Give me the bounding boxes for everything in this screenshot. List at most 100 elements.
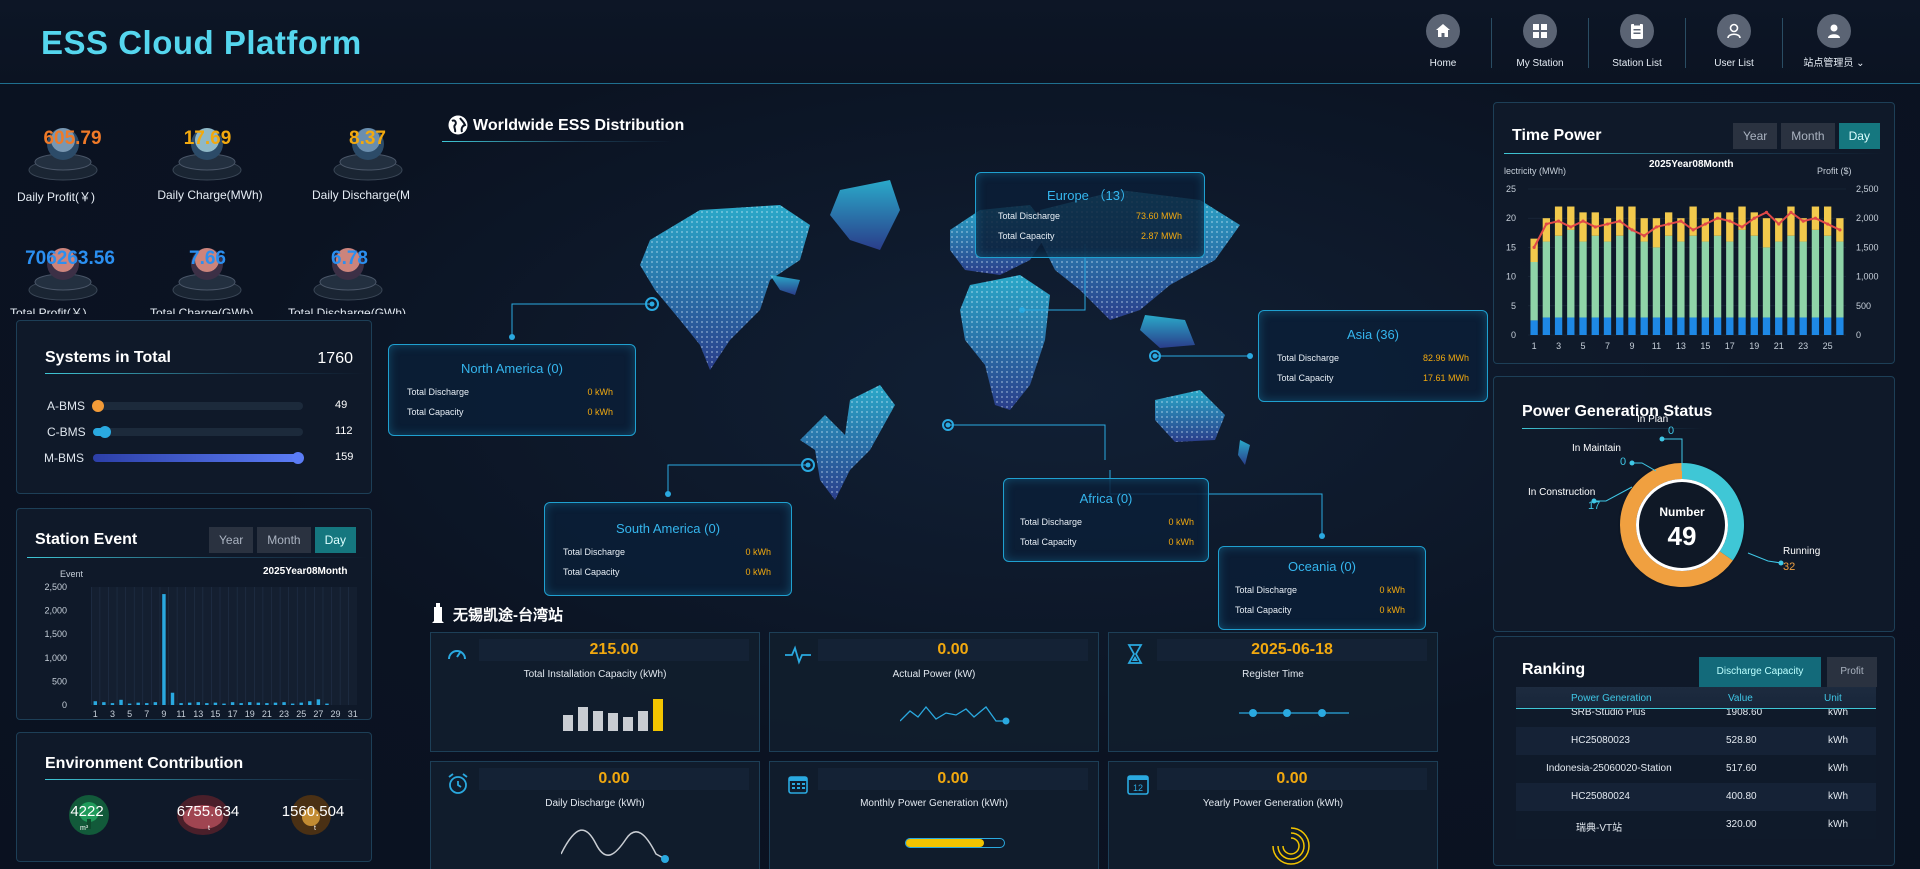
table-row[interactable]: HC25080024 400.80 kWh (1516, 783, 1876, 811)
nav-home[interactable]: Home (1403, 14, 1483, 69)
y2-tick-label: 2,000 (1856, 213, 1879, 223)
chart-subtitle: 2025Year08Month (263, 566, 348, 577)
tab-year[interactable]: Year (1733, 123, 1778, 149)
bar (1677, 241, 1685, 318)
axis-label: lectricity (MWh) (1504, 166, 1566, 176)
map-title: Worldwide ESS Distribution (473, 117, 685, 134)
cell-value: 1908.60 (1726, 709, 1763, 718)
tab-day[interactable]: Day (1838, 123, 1880, 149)
cell-value: 517.60 (1726, 763, 1757, 774)
bar (273, 702, 278, 705)
nav-my-station[interactable]: My Station (1500, 14, 1580, 69)
region-africa[interactable]: Africa (0) Total Discharge 0 kWh Total C… (1003, 478, 1209, 562)
table-row[interactable]: HC25080023 528.80 kWh (1516, 727, 1876, 755)
bar (1811, 317, 1820, 335)
grid-line (236, 587, 238, 705)
tab-month[interactable]: Month (257, 527, 311, 553)
region-label: Total Capacity (998, 231, 1055, 241)
mini-pulse (900, 705, 1010, 725)
tab-year[interactable]: Year (209, 527, 254, 553)
bar (153, 702, 158, 705)
table-row[interactable]: Indonesia-25060020-Station 517.60 kWh (1516, 755, 1876, 783)
region-name: Oceania (1288, 559, 1337, 574)
nav-label: Station List (1612, 58, 1662, 69)
kpi-value: 17.69 (183, 128, 232, 149)
tower-icon (432, 602, 444, 624)
bar (1603, 218, 1612, 242)
table-row[interactable]: 瑞典-VT站 320.00 kWh (1516, 811, 1876, 839)
user-menu[interactable]: 站点管理员 ⌄ (1791, 14, 1877, 69)
divider (1491, 18, 1492, 68)
stat-label: Monthly Power Generation (kWh) (860, 798, 1008, 809)
power-status-panel: Power Generation Status Number 49 In Pla… (1493, 376, 1895, 632)
tab-day[interactable]: Day (314, 527, 356, 553)
bar (1762, 247, 1771, 318)
tab-discharge-capacity[interactable]: Discharge Capacity (1699, 657, 1821, 687)
grid-line (193, 587, 195, 705)
region-title: Asia (36) (1259, 327, 1487, 342)
tab-profit[interactable]: Profit (1827, 657, 1877, 687)
cell-unit: kWh (1828, 763, 1848, 774)
chart-subtitle: 2025Year08Month (1649, 159, 1734, 170)
cell-unit: kWh (1828, 709, 1848, 718)
mini-dots (1239, 709, 1349, 717)
region-asia[interactable]: Asia (36) Total Discharge 82.96 MWh Tota… (1258, 310, 1488, 402)
status-label: In Construction (1528, 487, 1596, 498)
bar (1677, 317, 1685, 335)
header-bar: ESS Cloud Platform Home My Station Stati… (0, 0, 1920, 84)
bar (1775, 218, 1783, 242)
bar (1726, 317, 1734, 335)
bar (1628, 317, 1636, 335)
calendar-grid-icon (788, 774, 808, 794)
bar (1628, 229, 1636, 318)
tree-icon (69, 795, 109, 835)
region-capacity: 0 kWh (1379, 605, 1405, 615)
profit-point (1728, 219, 1732, 223)
bar (1799, 241, 1807, 318)
grid-line (185, 587, 186, 705)
tab-month[interactable]: Month (1781, 123, 1835, 149)
bar (127, 703, 132, 705)
table-row[interactable]: SRB-Studio Plus 1908.60 kWh (1516, 709, 1876, 727)
grid-line (245, 587, 247, 705)
stat-value: 0.00 (818, 639, 1088, 661)
leader-line (1662, 438, 1683, 471)
y2-tick-label: 500 (1856, 301, 1871, 311)
profit-point (1642, 234, 1646, 238)
bar (1689, 235, 1697, 318)
grid-line (116, 587, 118, 705)
x-tick-label: 3 (1556, 341, 1561, 351)
x-tick-label: 11 (1652, 341, 1661, 351)
bar (119, 699, 123, 705)
profit-point (1581, 219, 1585, 223)
region-oceania[interactable]: Oceania (0) Total Discharge 0 kWh Total … (1218, 546, 1426, 630)
hourglass-icon (1127, 643, 1143, 665)
region-south-america[interactable]: South America (0) Total Discharge 0 kWh … (544, 502, 792, 596)
bar (1542, 241, 1551, 318)
x-tick-label: 19 (1749, 341, 1759, 351)
status-label: In Maintain (1572, 443, 1621, 454)
profit-point (1605, 222, 1610, 226)
profit-point (1715, 216, 1720, 220)
co2-icon (177, 795, 229, 835)
y-tick-label: 25 (1506, 184, 1516, 194)
bar (1530, 320, 1538, 335)
environment-panel: Environment Contribution 4222 m³ 6755.63… (16, 732, 372, 862)
grid-line (339, 587, 341, 705)
nav-station-list[interactable]: Station List (1597, 14, 1677, 69)
bar (1567, 229, 1575, 318)
region-europe[interactable]: Europe （13） Total Discharge 73.60 MWh To… (975, 172, 1205, 258)
region-label: Total Capacity (1020, 537, 1077, 547)
globe-icon (447, 114, 469, 136)
x-tick-label: 21 (262, 709, 272, 719)
axis-label: Event (60, 569, 84, 579)
leader-line (1747, 552, 1782, 564)
bar (248, 702, 252, 705)
bar (1726, 241, 1734, 318)
nav-user-list[interactable]: User List (1694, 14, 1774, 69)
profit-point (1679, 219, 1683, 223)
stat-card: 215.00 Total Installation Capacity (kWh) (430, 632, 760, 752)
region-north-america[interactable]: North America (0) Total Discharge 0 kWh … (388, 344, 636, 436)
x-tick-label: 19 (245, 709, 255, 719)
mini-progress-fill (906, 839, 985, 847)
